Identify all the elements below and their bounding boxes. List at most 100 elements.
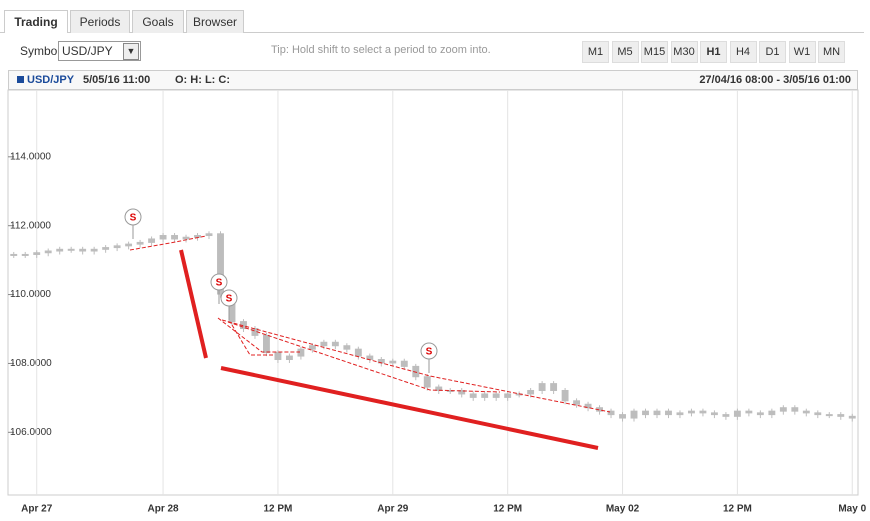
candle xyxy=(377,359,385,364)
trade-line xyxy=(217,317,300,353)
x-tick-label: 12 PM xyxy=(263,504,292,515)
candle xyxy=(182,236,190,240)
candle xyxy=(688,410,695,414)
candle xyxy=(423,376,431,388)
signal-icon xyxy=(124,208,142,226)
candle xyxy=(263,334,270,354)
candle xyxy=(125,243,133,247)
tab[interactable]: Periods xyxy=(70,10,130,33)
candle xyxy=(481,393,489,398)
candle xyxy=(791,407,799,412)
period-button[interactable]: D1 xyxy=(759,41,786,63)
candle xyxy=(21,253,29,256)
panel-range: 27/04/16 08:00 - 3/05/16 01:00 xyxy=(699,74,851,86)
signal-label: S xyxy=(226,294,233,305)
x-tick-label: 12 PM xyxy=(723,504,752,515)
x-tick-label: Apr 28 xyxy=(148,504,180,515)
candle xyxy=(446,389,454,392)
period-button[interactable]: H1 xyxy=(700,41,727,63)
candle xyxy=(136,241,144,245)
x-tick-label: 12 PM xyxy=(493,504,522,515)
panel-symbol: USD/JPY xyxy=(27,74,75,86)
candle xyxy=(205,233,213,237)
candle xyxy=(228,293,236,323)
tip: Tip: Hold shift to select a period to zo… xyxy=(271,44,491,56)
x-tick-label: May 0 xyxy=(838,504,866,515)
candle xyxy=(159,235,167,240)
plot-frame xyxy=(7,89,859,496)
candle xyxy=(435,386,443,391)
candle xyxy=(676,412,684,416)
annotations xyxy=(129,235,611,450)
signal-label: S xyxy=(426,347,433,358)
candle xyxy=(400,360,408,367)
y-tick-label: 112.0000 xyxy=(10,220,51,231)
tab-line xyxy=(0,32,864,33)
candle xyxy=(561,389,569,402)
signal-label: S xyxy=(216,278,223,289)
period-button[interactable]: M30 xyxy=(670,41,698,63)
candle xyxy=(653,410,661,416)
candle xyxy=(469,393,477,398)
panel-time: 5/05/16 11:00 xyxy=(83,74,151,86)
y-tick-label: 108.0000 xyxy=(10,358,52,369)
candle xyxy=(297,348,305,357)
candle xyxy=(596,407,603,412)
tab[interactable]: Trading xyxy=(4,10,68,33)
candle xyxy=(331,341,339,347)
candle xyxy=(550,383,558,391)
candle xyxy=(56,248,64,252)
candle xyxy=(412,365,420,378)
period-button[interactable]: M1 xyxy=(582,41,609,63)
y-tick-label: 110.0000 xyxy=(10,289,51,300)
trade-line xyxy=(221,319,611,413)
grid: 106.0000 108.0000 110.0000 112.0000 114.0000… xyxy=(8,90,867,515)
panel-ohlc: O: H: L: C: xyxy=(175,74,230,86)
signal-icon xyxy=(420,342,438,360)
candle xyxy=(538,383,546,391)
drawn-line xyxy=(220,366,599,450)
candle xyxy=(837,414,845,417)
candle xyxy=(389,360,397,364)
symbol-label: Symbol xyxy=(20,44,61,58)
candle xyxy=(113,245,121,249)
candle xyxy=(194,235,201,238)
candle xyxy=(745,410,753,414)
candle xyxy=(274,352,282,360)
trade-line xyxy=(227,321,501,393)
candle xyxy=(10,253,18,256)
x-tick-label: Apr 29 xyxy=(377,504,409,515)
candle xyxy=(756,412,764,416)
candle xyxy=(619,414,626,419)
candle xyxy=(802,410,810,414)
candle xyxy=(515,393,523,396)
candle xyxy=(67,248,75,251)
period-button[interactable]: H4 xyxy=(729,41,757,63)
candle xyxy=(825,414,833,417)
trade-line xyxy=(231,324,275,356)
candle xyxy=(148,238,156,243)
candle xyxy=(492,393,500,398)
candle xyxy=(504,393,512,398)
signal-icon xyxy=(220,289,238,307)
candle xyxy=(768,410,776,416)
candle xyxy=(308,345,316,350)
period-button[interactable]: M15 xyxy=(641,41,668,63)
candle xyxy=(366,355,374,360)
candle xyxy=(285,355,293,360)
period-button[interactable]: M5 xyxy=(611,41,639,63)
candle xyxy=(343,345,351,350)
x-tick-label: May 02 xyxy=(606,504,640,515)
trade-line xyxy=(129,235,207,251)
tab[interactable]: Goals xyxy=(132,10,184,33)
period-button[interactable]: W1 xyxy=(788,41,816,63)
period-button[interactable]: MN xyxy=(818,41,845,63)
dropdown-arrow: ▼ xyxy=(123,43,139,60)
tab[interactable]: Browser xyxy=(186,10,244,33)
symbol-value: USD/JPY xyxy=(62,44,113,58)
candle xyxy=(779,407,787,412)
symbol-select[interactable]: USD/JPY ▼ xyxy=(58,41,141,61)
